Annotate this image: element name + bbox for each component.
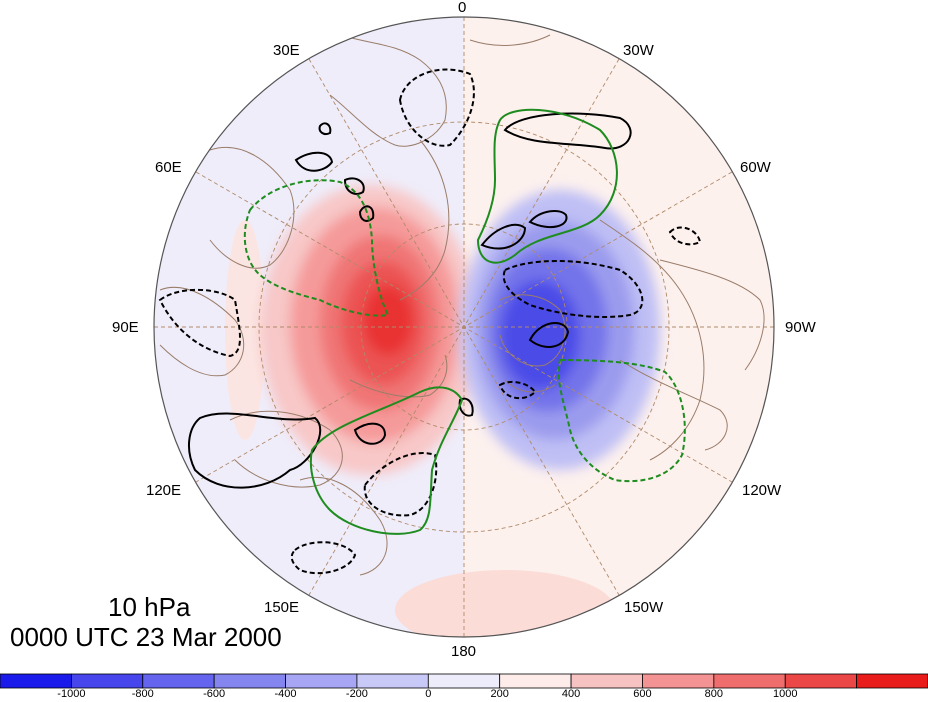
black-solid-contours bbox=[188, 112, 632, 489]
datetime-title: 0000 UTC 23 Mar 2000 bbox=[10, 622, 282, 652]
lon-label-180: 180 bbox=[451, 643, 477, 660]
colorbar-tick-label: 1000 bbox=[772, 688, 798, 700]
colorbar-tick-label: 200 bbox=[490, 688, 509, 700]
lon-label-30w: 30W bbox=[623, 42, 654, 59]
lon-label-90w: 90W bbox=[785, 319, 816, 336]
lon-label-120w: 120W bbox=[742, 482, 782, 499]
negative-anomaly bbox=[460, 190, 660, 470]
colorbar-tick-label: 600 bbox=[633, 688, 652, 700]
graticule bbox=[154, 17, 774, 637]
colorbar-tick-label: 800 bbox=[704, 688, 724, 700]
colorbar-swatch bbox=[0, 673, 72, 689]
lon-label-150w: 150W bbox=[624, 599, 664, 616]
colorbar-tick-label: -1000 bbox=[57, 688, 86, 700]
weak-positive-lobe-bottom bbox=[395, 570, 615, 637]
colorbar-tick-label: -600 bbox=[203, 688, 226, 700]
lon-label-90e: 90E bbox=[112, 319, 139, 336]
colorbar bbox=[0, 673, 928, 689]
green-dashed-contours bbox=[243, 179, 686, 483]
black-dashed-contours bbox=[158, 68, 702, 575]
colorbar-swatch bbox=[213, 673, 286, 689]
lon-label-60e: 60E bbox=[155, 159, 182, 176]
lon-label-150e: 150E bbox=[264, 599, 300, 616]
colorbar-swatch bbox=[285, 673, 358, 689]
green-solid-contours bbox=[309, 108, 618, 535]
colorbar-tick-label: -800 bbox=[131, 688, 154, 700]
colorbar-swatch bbox=[856, 673, 928, 689]
map-boundary bbox=[153, 16, 775, 638]
lon-label-30e: 30E bbox=[273, 42, 300, 59]
colorbar-tick-label: 400 bbox=[561, 688, 581, 700]
coastlines bbox=[159, 29, 765, 576]
colorbar-swatch bbox=[70, 673, 144, 689]
colorbar-swatch bbox=[142, 673, 215, 689]
colorbar-swatch bbox=[570, 673, 643, 689]
colorbar-swatch bbox=[356, 673, 429, 689]
colorbar-tick-label: -400 bbox=[274, 688, 297, 700]
colorbar-swatch bbox=[784, 673, 858, 689]
colorbar-swatch bbox=[713, 673, 786, 689]
colorbar-swatch bbox=[427, 673, 501, 689]
weak-positive-lobe-left bbox=[225, 220, 265, 440]
colorbar-swatch bbox=[642, 673, 715, 689]
colorbar-tick-label: 0 bbox=[425, 688, 432, 700]
lon-label-60w: 60W bbox=[740, 159, 771, 176]
lon-label-120e: 120E bbox=[146, 482, 182, 499]
pressure-level-title: 10 hPa bbox=[108, 592, 191, 622]
colorbar-swatch bbox=[499, 673, 572, 689]
colorbar-tick-label: -200 bbox=[345, 688, 368, 700]
lon-label-0: 0 bbox=[458, 0, 467, 16]
